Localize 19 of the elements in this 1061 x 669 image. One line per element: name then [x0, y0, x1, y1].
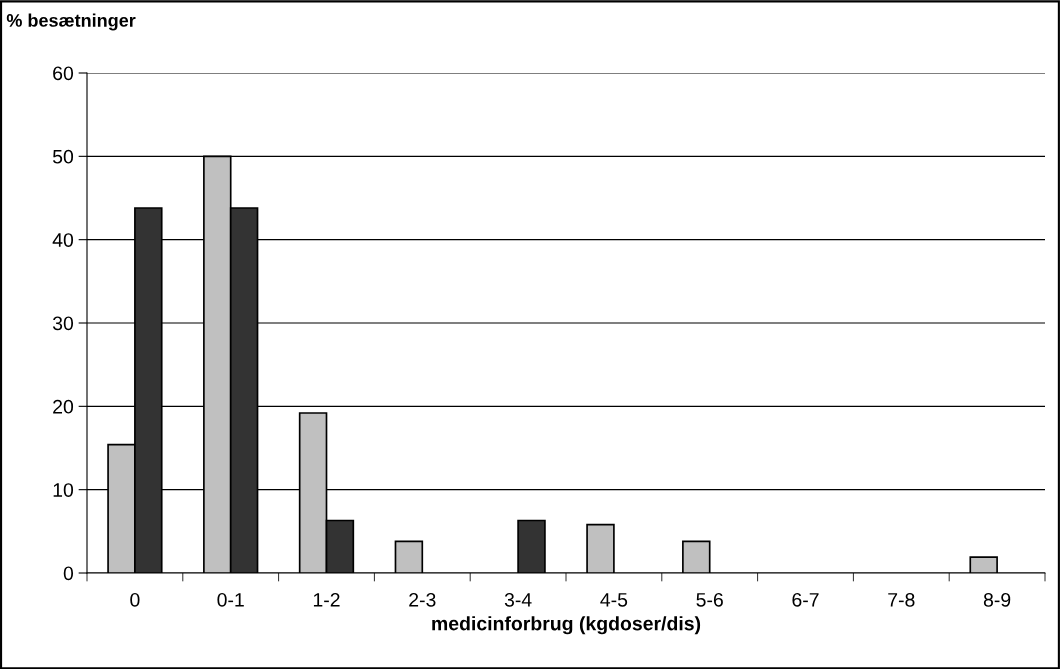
x-tick-label: 8-9	[983, 592, 1011, 607]
y-tick-label: 20	[53, 399, 74, 414]
x-tick-label: 2-3	[409, 592, 436, 607]
x-axis-title: medicinforbrug (kgdoser/dis)	[432, 616, 701, 635]
y-tick-label: 60	[53, 66, 74, 81]
x-tick-label: 4-5	[600, 593, 628, 607]
y-tick-label: 0	[63, 566, 74, 581]
x-tick-label: 0	[130, 592, 140, 607]
y-axis-title: % besætninger	[6, 13, 136, 31]
x-tick-label: 1-2	[313, 592, 340, 607]
x-tick-label: 7-8	[888, 592, 915, 607]
y-tick-label: 40	[52, 233, 74, 247]
y-tick-label: 10	[53, 483, 74, 497]
x-tick-label: 5-6	[696, 592, 723, 607]
x-tick-label: 6-7	[792, 592, 819, 607]
y-tick-label: 50	[52, 149, 74, 164]
x-tick-label: 3-4	[504, 592, 532, 607]
x-tick-label: 0-1	[217, 592, 244, 607]
y-tick-label: 30	[52, 316, 74, 331]
